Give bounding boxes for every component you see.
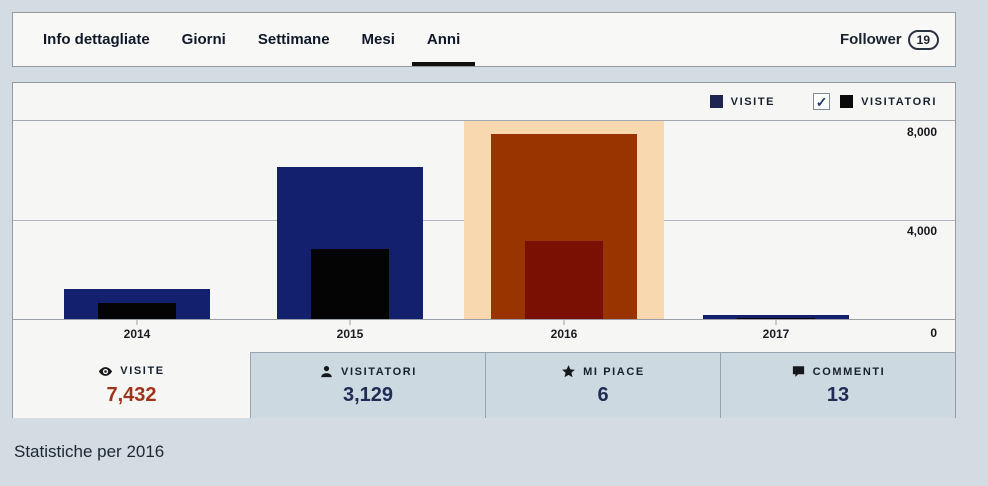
- tab-info-dettagliate[interactable]: Info dettagliate: [43, 31, 150, 48]
- statbox-commenti[interactable]: COMMENTI 13: [720, 352, 955, 418]
- statbox-visitatori[interactable]: VISITATORI 3,129: [250, 352, 485, 418]
- x-axis-label-2015[interactable]: 2015: [336, 327, 364, 341]
- bar-visite-2017[interactable]: [703, 315, 849, 319]
- x-axis-label-2016[interactable]: 2016: [550, 327, 578, 341]
- stats-chart-panel: VISITE ✓ VISITATORI 8,000 4,000 0 2014 20…: [12, 82, 956, 418]
- bar-visitatori-2016[interactable]: [525, 241, 603, 319]
- legend-visitatori-label: VISITATORI: [861, 95, 937, 108]
- visite-swatch-icon: [709, 95, 723, 108]
- statbox-mi-piace-head: MI PIACE: [561, 364, 645, 379]
- statbox-visite-head: VISITE: [98, 364, 164, 379]
- x-axis-label-2017[interactable]: 2017: [762, 327, 790, 341]
- tab-giorni[interactable]: Giorni: [181, 31, 226, 48]
- follower-label: Follower: [839, 31, 902, 48]
- statbox-visite-value: 7,432: [106, 383, 157, 406]
- bar-visitatori-2015[interactable]: [311, 249, 389, 319]
- legend-visite-label: VISITE: [730, 95, 776, 108]
- comment-icon: [792, 366, 804, 377]
- follower-link[interactable]: Follower 19: [840, 13, 939, 66]
- legend-item-visite[interactable]: VISITE: [709, 95, 776, 108]
- statbox-visitatori-head: VISITATORI: [319, 364, 417, 379]
- x-axis-tick-2014: [136, 320, 138, 325]
- statbox-visitatori-label: VISITATORI: [341, 365, 417, 378]
- tab-settimane[interactable]: Settimane: [257, 31, 330, 48]
- statbox-commenti-value: 13: [826, 384, 850, 406]
- statbox-visitatori-value: 3,129: [342, 384, 394, 406]
- y-axis-tick-8000: 8,000: [906, 125, 937, 139]
- follower-count-badge: 19: [907, 29, 939, 50]
- stats-period-tabbar: Info dettagliate Giorni Settimane Mesi A…: [12, 12, 956, 67]
- statbox-mi-piace[interactable]: MI PIACE 6: [485, 352, 720, 418]
- visitatori-checkbox[interactable]: ✓: [813, 93, 831, 110]
- y-axis-tick-0: 0: [930, 326, 937, 340]
- x-axis-tick-2016: [563, 320, 565, 325]
- statbox-visite-label: VISITE: [120, 365, 165, 377]
- bar-visitatori-2017[interactable]: [737, 318, 815, 319]
- x-axis-label-2014[interactable]: 2014: [123, 327, 151, 341]
- visitatori-swatch-icon: [840, 95, 854, 108]
- chart-legend: VISITE ✓ VISITATORI: [13, 83, 955, 121]
- x-axis-tick-2017: [775, 320, 777, 325]
- statbox-mi-piace-value: 6: [597, 384, 609, 406]
- person-icon: [321, 365, 332, 378]
- statbox-mi-piace-label: MI PIACE: [583, 365, 645, 378]
- x-axis-labels: 0 2014 2015 2016 2017: [13, 320, 955, 352]
- legend-item-visitatori[interactable]: ✓ VISITATORI: [813, 93, 937, 110]
- star-icon: [562, 365, 576, 378]
- statbox-commenti-label: COMMENTI: [812, 365, 886, 378]
- bar-visitatori-2014[interactable]: [98, 303, 176, 319]
- statbox-commenti-head: COMMENTI: [791, 364, 886, 379]
- tab-mesi[interactable]: Mesi: [361, 31, 395, 48]
- plot-area: 8,000 4,000: [13, 121, 955, 320]
- y-axis-tick-4000: 4,000: [906, 224, 937, 238]
- stat-summary-row: VISITE 7,432 VISITATORI 3,129 MI PIACE 6: [13, 352, 955, 418]
- page-title: Statistiche per 2016: [14, 442, 165, 461]
- statbox-visite[interactable]: VISITE 7,432: [13, 352, 250, 418]
- x-axis-tick-2015: [349, 320, 351, 325]
- tab-anni[interactable]: Anni: [411, 13, 476, 66]
- eye-icon: [99, 366, 113, 376]
